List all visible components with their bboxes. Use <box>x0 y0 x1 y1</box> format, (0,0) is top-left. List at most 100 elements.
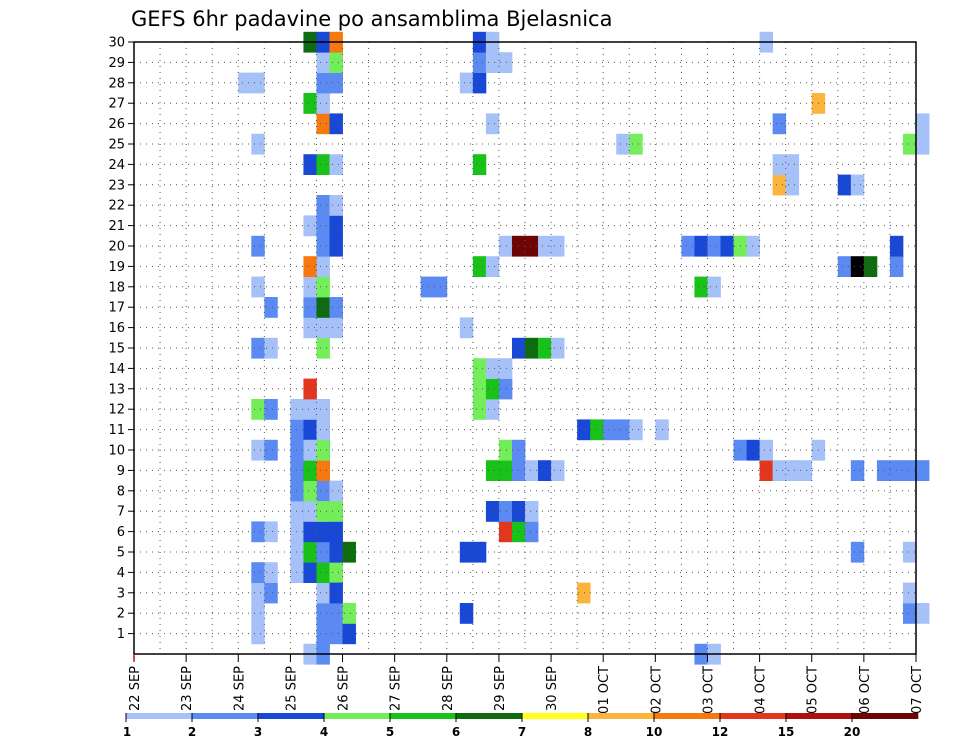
colorbar-label: 20 <box>844 725 861 739</box>
colorbar-swatch <box>588 713 655 719</box>
heatmap-cell <box>290 460 304 481</box>
heatmap-cell <box>485 52 500 73</box>
heatmap-cell <box>876 460 891 481</box>
heatmap-cell <box>577 419 591 441</box>
heatmap-cell <box>303 93 317 114</box>
heatmap-cell <box>785 174 800 196</box>
heatmap-cell <box>420 276 435 298</box>
heatmap-cell <box>342 603 356 624</box>
heatmap-cell <box>525 337 539 359</box>
y-tick-label: 24 <box>108 158 125 173</box>
chart-title: GEFS 6hr padavine po ansamblima Bjelasni… <box>131 7 612 31</box>
heatmap-cell <box>342 623 356 645</box>
heatmap-cell <box>772 460 787 481</box>
heatmap-cell <box>485 501 500 522</box>
heatmap-cell <box>303 439 317 461</box>
heatmap-cell <box>316 52 330 73</box>
heatmap-cell <box>525 521 539 543</box>
heatmap-cell <box>251 337 265 359</box>
colorbar-label: 3 <box>254 725 262 739</box>
y-tick-label: 2 <box>117 607 125 622</box>
heatmap-cell <box>472 541 487 563</box>
heatmap-cell <box>629 133 643 155</box>
heatmap-cell <box>603 419 617 441</box>
heatmap-cell <box>759 439 774 461</box>
heatmap-cell <box>837 256 852 277</box>
colorbar-label: 12 <box>712 725 729 739</box>
y-tick-label: 4 <box>117 566 125 581</box>
y-tick-label: 7 <box>117 505 125 520</box>
colorbar-swatch <box>258 713 325 719</box>
heatmap-cell <box>498 235 513 257</box>
heatmap-cell <box>472 378 487 400</box>
heatmap-cell <box>485 399 500 420</box>
heatmap-cell <box>837 174 852 196</box>
y-axis: 1234567891011121314151617181920212223242… <box>108 36 134 642</box>
y-tick-label: 16 <box>108 321 125 336</box>
heatmap-cell <box>303 256 317 277</box>
heatmap-cell <box>485 460 500 481</box>
heatmap-cell <box>329 317 343 339</box>
x-tick-label: 27 SEP <box>389 666 404 711</box>
heatmap-cell <box>538 337 552 359</box>
heatmap-cell <box>485 378 500 400</box>
heatmap-cell <box>459 603 474 624</box>
heatmap-cell <box>850 460 865 481</box>
heatmap-cell <box>707 276 721 298</box>
y-tick-label: 12 <box>108 403 125 418</box>
colorbar-label: 10 <box>646 725 663 739</box>
heatmap-cell <box>303 297 317 318</box>
heatmap-cell <box>694 235 708 257</box>
y-tick-label: 11 <box>108 423 125 438</box>
heatmap-cell <box>316 623 330 645</box>
heatmap-cell <box>329 501 343 522</box>
colorbar-label: 15 <box>778 725 795 739</box>
heatmap-cell <box>472 256 487 277</box>
y-tick-label: 18 <box>108 280 125 295</box>
heatmap-cell <box>329 215 343 237</box>
heatmap-cell <box>459 317 474 339</box>
heatmap-cell <box>498 501 513 522</box>
heatmap-cell <box>303 215 317 237</box>
x-tick-label: 06 OCT <box>858 666 873 714</box>
heatmap-cell <box>329 582 343 604</box>
heatmap-cell <box>290 480 304 502</box>
x-tick-label: 23 SEP <box>180 666 195 711</box>
heatmap-cell <box>264 439 278 461</box>
heatmap-cells <box>238 31 930 665</box>
heatmap-cell <box>498 378 513 400</box>
heatmap-cell <box>264 337 278 359</box>
heatmap-cell <box>616 133 630 155</box>
y-tick-label: 19 <box>108 260 125 275</box>
colorbar-swatch <box>654 713 721 719</box>
heatmap-cell <box>485 256 500 277</box>
heatmap-cell <box>316 582 330 604</box>
y-tick-label: 26 <box>108 117 125 132</box>
heatmap-cell <box>525 501 539 522</box>
heatmap-cell <box>538 235 552 257</box>
x-axis: 22 SEP 23 SEP 24 SEP 25 SEP 26 SEP 27 SEP 28 S… <box>128 654 925 714</box>
colorbar-label: 5 <box>386 725 394 739</box>
heatmap-cell <box>498 439 513 461</box>
heatmap-cell <box>316 256 330 277</box>
y-tick-label: 10 <box>108 444 125 459</box>
heatmap-cell <box>316 399 330 420</box>
heatmap-cell <box>251 603 265 624</box>
heatmap-cell <box>238 72 252 94</box>
heatmap-cell <box>902 460 917 481</box>
heatmap-cell <box>551 337 565 359</box>
heatmap-cell <box>472 154 487 175</box>
heatmap-cell <box>329 235 343 257</box>
heatmap-cell <box>316 276 330 298</box>
heatmap-cell <box>303 541 317 563</box>
heatmap-cell <box>303 378 317 400</box>
heatmap-cell <box>525 460 539 481</box>
colorbar-swatch <box>720 713 787 719</box>
colorbar-swatch <box>192 713 259 719</box>
heatmap-cell <box>498 358 513 379</box>
heatmap-cell <box>316 93 330 114</box>
heatmap-cell <box>316 419 330 441</box>
x-tick-label: 24 SEP <box>232 666 247 711</box>
y-tick-label: 17 <box>108 301 125 316</box>
heatmap-cell <box>251 582 265 604</box>
